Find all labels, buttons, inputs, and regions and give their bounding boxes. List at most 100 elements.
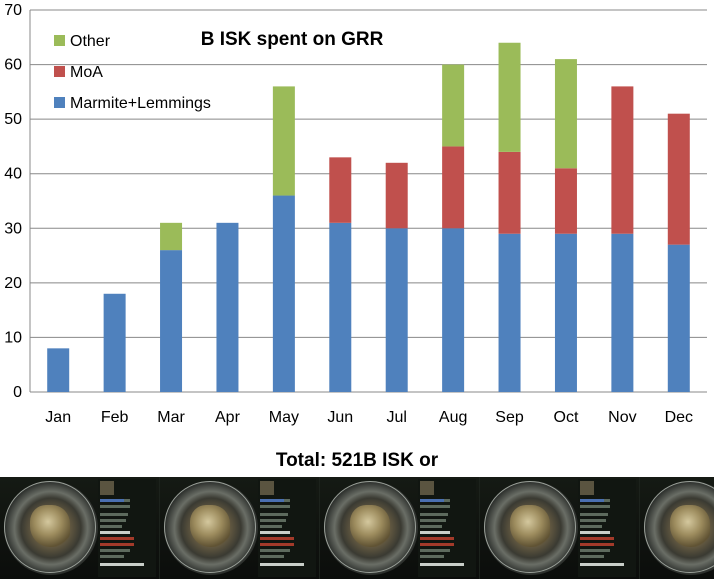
bar-marmite-lemmings-feb xyxy=(103,293,126,392)
killmail-thumbnail xyxy=(160,477,320,579)
killmail-details-panel xyxy=(578,479,636,577)
y-tick-label: 60 xyxy=(4,57,22,74)
details-line xyxy=(100,549,130,552)
killmail-details-panel xyxy=(418,479,476,577)
details-line xyxy=(260,519,286,522)
details-line xyxy=(260,563,304,566)
killmail-details-panel xyxy=(258,479,316,577)
bar-moa-aug xyxy=(442,146,465,229)
fitting-ring xyxy=(484,481,576,573)
bar-moa-dec xyxy=(667,113,690,245)
details-line xyxy=(100,563,144,566)
details-line xyxy=(420,505,450,508)
legend-swatch xyxy=(54,97,65,108)
y-tick-label: 20 xyxy=(4,275,22,292)
details-line xyxy=(580,537,614,540)
y-tick-label: 70 xyxy=(4,2,22,19)
x-tick-label: Jun xyxy=(327,409,353,426)
details-line xyxy=(260,525,282,528)
details-line xyxy=(100,505,130,508)
ship-image xyxy=(350,505,390,547)
killmail-thumbnail xyxy=(640,477,714,579)
legend-swatch xyxy=(54,35,65,46)
fitting-ring xyxy=(164,481,256,573)
details-line xyxy=(260,531,290,534)
killmail-details-panel xyxy=(98,479,156,577)
details-line xyxy=(100,555,124,558)
x-tick-label: Apr xyxy=(215,409,241,426)
details-line xyxy=(100,513,128,516)
details-line xyxy=(100,531,130,534)
killmail-thumbnail xyxy=(480,477,640,579)
details-line xyxy=(580,519,606,522)
details-line xyxy=(260,505,290,508)
details-line xyxy=(260,513,288,516)
bar-moa-oct xyxy=(554,168,577,234)
y-tick-label: 50 xyxy=(4,111,22,128)
legend-label: Marmite+Lemmings xyxy=(70,95,211,112)
stacked-bar-chart: 0 10 20 30 40 50 60 70 Jan Feb Mar Apr May Jun Jul Aug S… xyxy=(4,2,707,426)
killmail-screenshot-strip xyxy=(0,477,714,579)
details-line xyxy=(580,549,610,552)
fitting-ring xyxy=(324,481,416,573)
details-line xyxy=(420,531,450,534)
bar-marmite-lemmings-sep xyxy=(498,233,521,392)
details-line xyxy=(420,513,448,516)
details-line xyxy=(260,543,294,546)
bar-marmite-lemmings-dec xyxy=(667,244,690,392)
details-line xyxy=(420,549,450,552)
ship-image xyxy=(190,505,230,547)
bar-marmite-lemmings-jul xyxy=(385,228,408,392)
x-tick-label: May xyxy=(269,409,299,426)
y-tick-label: 10 xyxy=(4,329,22,346)
details-line xyxy=(580,505,610,508)
legend-label: Other xyxy=(70,33,111,50)
ship-image xyxy=(510,505,550,547)
y-tick-label: 0 xyxy=(13,384,22,401)
chart-title: B ISK spent on GRR xyxy=(201,29,384,50)
y-tick-label: 30 xyxy=(4,220,22,237)
details-line xyxy=(260,549,290,552)
bar-marmite-lemmings-jan xyxy=(47,348,70,392)
bar-moa-sep xyxy=(498,151,521,234)
bar-other-sep xyxy=(498,42,521,152)
details-line xyxy=(420,555,444,558)
details-line xyxy=(580,563,624,566)
details-line xyxy=(100,543,134,546)
bar-other-oct xyxy=(554,59,577,169)
details-line xyxy=(260,499,284,502)
x-tick-label: Jan xyxy=(45,409,71,426)
pilot-portrait xyxy=(260,481,274,495)
bar-moa-jun xyxy=(329,157,352,223)
x-tick-label: Jul xyxy=(386,409,406,426)
bar-moa-nov xyxy=(611,86,634,234)
bar-marmite-lemmings-mar xyxy=(160,250,183,392)
x-tick-label: Mar xyxy=(157,409,185,426)
details-line xyxy=(100,537,134,540)
bar-marmite-lemmings-may xyxy=(272,195,295,392)
pilot-portrait xyxy=(580,481,594,495)
details-line xyxy=(100,525,122,528)
details-line xyxy=(260,537,294,540)
x-tick-label: Dec xyxy=(665,409,693,426)
legend-swatch xyxy=(54,66,65,77)
details-line xyxy=(420,563,464,566)
details-line xyxy=(260,555,284,558)
bar-marmite-lemmings-aug xyxy=(442,228,465,392)
bar-other-mar xyxy=(160,222,183,251)
pilot-portrait xyxy=(100,481,114,495)
ship-image xyxy=(30,505,70,547)
x-tick-label: Nov xyxy=(608,409,636,426)
killmail-thumbnail xyxy=(320,477,480,579)
killmail-thumbnail xyxy=(0,477,160,579)
y-tick-label: 40 xyxy=(4,166,22,183)
fitting-ring xyxy=(4,481,96,573)
bar-marmite-lemmings-apr xyxy=(216,222,239,392)
details-line xyxy=(100,519,126,522)
details-line xyxy=(420,519,446,522)
total-caption: Total: 521B ISK or xyxy=(275,450,439,471)
details-line xyxy=(580,543,614,546)
details-line xyxy=(580,525,602,528)
details-line xyxy=(580,499,604,502)
x-tick-label: Aug xyxy=(439,409,467,426)
